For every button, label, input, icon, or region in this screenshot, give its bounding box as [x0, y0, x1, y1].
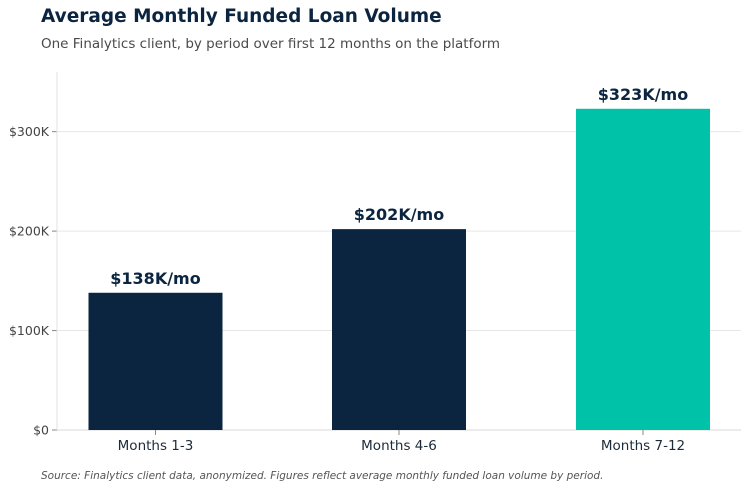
bars — [88, 108, 710, 431]
x-tick-label: Months 4-6 — [361, 438, 437, 454]
bar-chart: $0 $100K $200K $300K $138K/mo Months 1-3 $202… — [9, 72, 741, 454]
y-tick-label: $100K — [9, 323, 50, 338]
y-tick-label: $200K — [9, 224, 50, 239]
source-note: Source: Finalytics client data, anonymiz… — [41, 470, 604, 482]
y-tick-label: $300K — [9, 124, 50, 139]
chart-title: Average Monthly Funded Loan Volume — [41, 6, 442, 27]
x-tick-label: Months 1-3 — [118, 438, 194, 454]
bar — [576, 108, 710, 431]
y-tick-label: $0 — [33, 423, 49, 438]
x-tick-label: Months 7-12 — [601, 438, 685, 454]
bar-data-label: $138K/mo — [110, 269, 200, 288]
labels: $138K/mo Months 1-3 $202K/mo Months 4-6 $323… — [110, 85, 688, 454]
bar-data-label: $323K/mo — [598, 85, 688, 104]
bar — [332, 229, 466, 430]
chart-subtitle: One Finalytics client, by period over fi… — [41, 36, 501, 52]
bar-data-label: $202K/mo — [354, 205, 444, 224]
bar — [88, 292, 223, 430]
